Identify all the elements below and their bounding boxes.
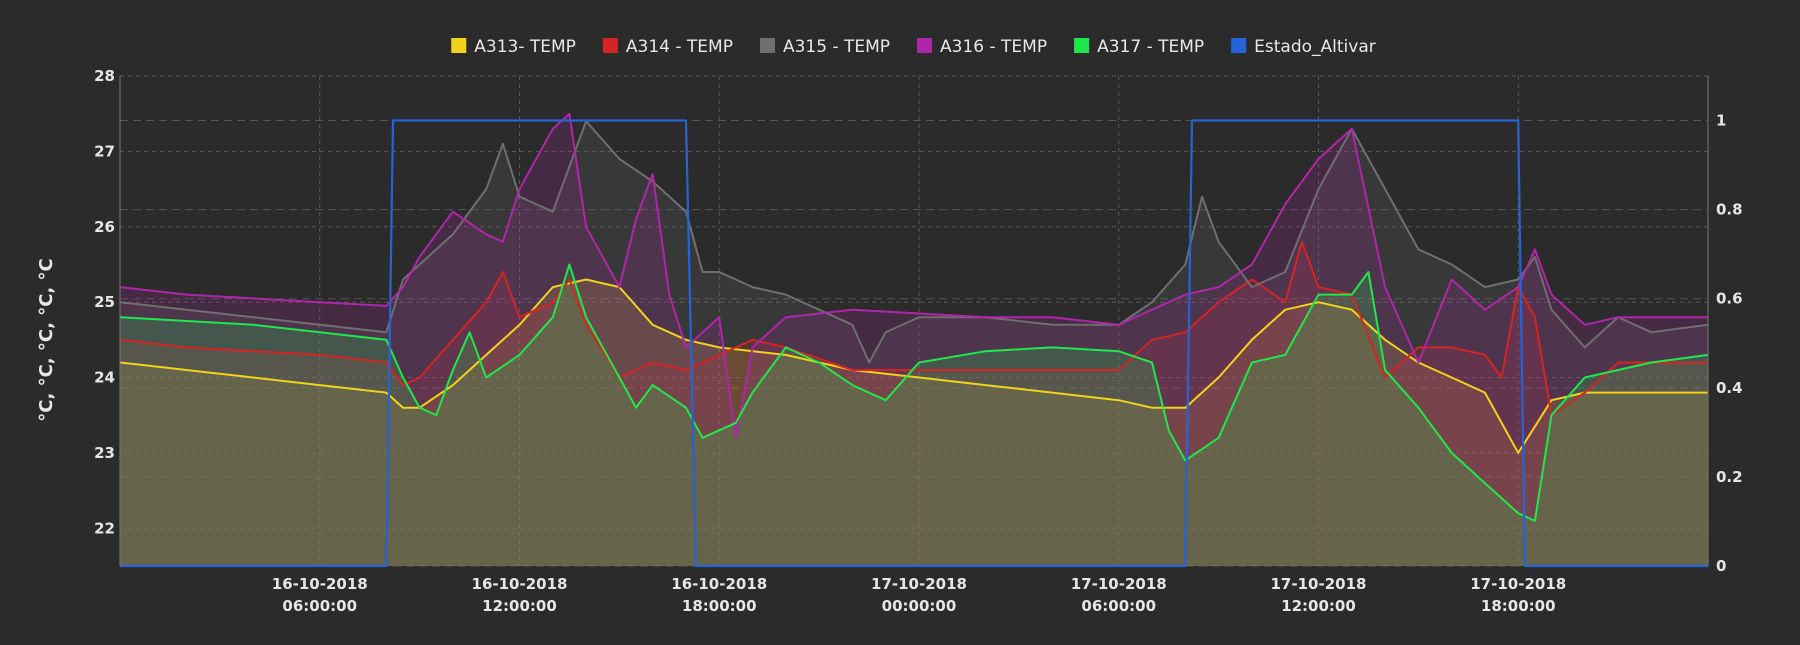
series-area	[120, 241, 1708, 567]
x-tick-date: 17-10-2018	[871, 575, 967, 593]
y-tick-label: 23	[94, 444, 115, 462]
x-tick-date: 16-10-2018	[472, 575, 568, 593]
legend-swatch	[759, 38, 775, 53]
y-right-tick-label: 0.8	[1716, 201, 1743, 219]
series-area	[120, 279, 1708, 566]
x-tick-time: 06:00:00	[1081, 597, 1156, 615]
y-tick-label: 24	[94, 369, 115, 387]
x-tick-time: 12:00:00	[1281, 597, 1356, 615]
series-line	[120, 119, 1708, 568]
y-right-tick-label: 0.6	[1716, 290, 1743, 308]
legend-label: A317 - TEMP	[1097, 37, 1204, 57]
x-tick-date: 17-10-2018	[1470, 575, 1566, 593]
x-tick-time: 18:00:00	[682, 597, 757, 615]
y-tick-label: 27	[94, 142, 115, 160]
series-area	[120, 264, 1708, 566]
legend-label: A316 - TEMP	[940, 37, 1047, 57]
legend-item[interactable]: A313- TEMP	[451, 37, 576, 57]
series-line	[119, 240, 1708, 417]
y-tick-label: 26	[94, 218, 115, 236]
legend-item[interactable]: A316 - TEMP	[917, 37, 1047, 57]
series-area	[120, 121, 1708, 566]
y-tick-label: 22	[94, 519, 115, 537]
grid	[120, 75, 1708, 567]
series-line	[119, 263, 1709, 522]
y-tick-label: 28	[94, 67, 115, 85]
legend-item[interactable]: A317 - TEMP	[1074, 37, 1204, 57]
series-line	[119, 112, 1708, 439]
legend-label: A315 - TEMP	[783, 37, 890, 57]
legend-swatch	[451, 38, 467, 53]
legend-label: A313- TEMP	[474, 37, 576, 57]
y-tick-label: 25	[94, 293, 115, 311]
axes: 22 23 24 25 26 27 28 0 0.2 0.4 0.6 0.8 1 16-10-2018 06…	[94, 67, 1742, 615]
x-tick-date: 16-10-2018	[671, 575, 767, 593]
y-right-tick-label: 1	[1716, 112, 1726, 130]
series-areas	[120, 113, 1708, 567]
series-line	[119, 120, 1709, 364]
x-tick-time: 18:00:00	[1481, 597, 1556, 615]
legend-item[interactable]: Estado_Altivar	[1231, 37, 1376, 57]
series-area	[120, 113, 1708, 566]
legend[interactable]: A313- TEMP A314 - TEMP A315 - TEMP A316 - T…	[451, 37, 1376, 57]
legend-swatch	[917, 38, 933, 53]
y-axis-label: °C, °C, °C, °C, °C	[36, 258, 57, 421]
legend-item[interactable]: A314 - TEMP	[602, 37, 733, 57]
x-tick-time: 06:00:00	[282, 597, 357, 615]
legend-item[interactable]: A315 - TEMP	[759, 37, 890, 57]
x-tick-time: 12:00:00	[482, 597, 557, 615]
legend-swatch	[1074, 38, 1090, 53]
series-line	[119, 278, 1708, 454]
x-tick-date: 16-10-2018	[272, 575, 368, 593]
series-lines	[119, 112, 1709, 568]
legend-label: A314 - TEMP	[626, 37, 733, 57]
y-right-tick-label: 0.4	[1716, 379, 1743, 397]
x-tick-time: 00:00:00	[882, 597, 957, 615]
legend-label: Estado_Altivar	[1254, 37, 1376, 57]
x-tick-date: 17-10-2018	[1271, 575, 1367, 593]
plot-area	[120, 76, 1708, 566]
y-right-tick-label: 0.2	[1716, 468, 1743, 486]
y-right-tick-label: 0	[1716, 557, 1726, 575]
legend-swatch	[602, 38, 618, 53]
x-tick-date: 17-10-2018	[1071, 575, 1167, 593]
legend-swatch	[1231, 38, 1247, 53]
